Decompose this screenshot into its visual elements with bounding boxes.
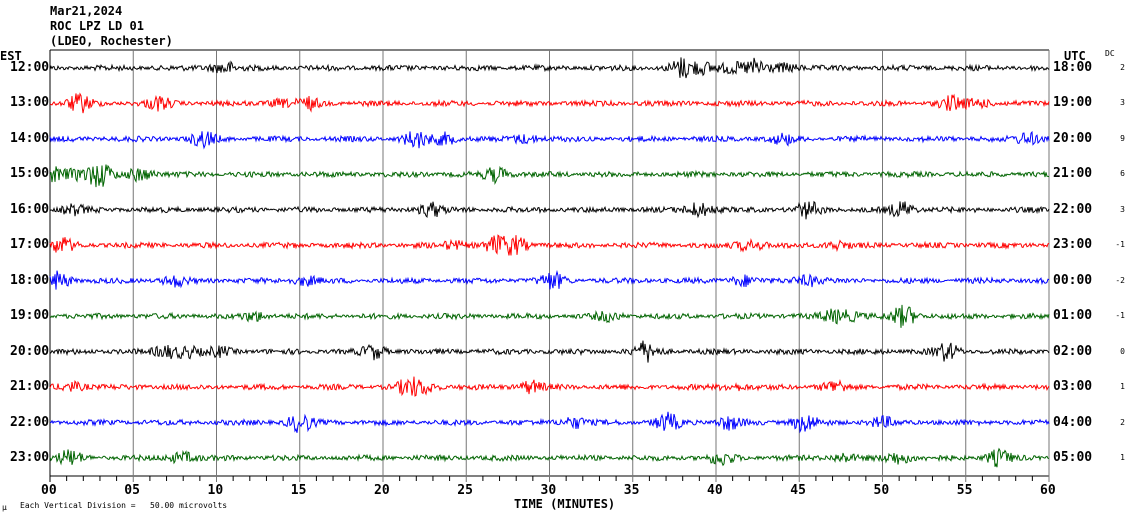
x-axis-label: TIME (MINUTES) [514,497,616,511]
est-row-label: 15:00 [10,166,50,182]
station-label: ROC LPZ LD 01 [50,19,144,33]
dc-offset-value: 0 [1120,346,1125,356]
x-tick-label: 45 [790,483,806,498]
utc-row-label: 19:00 [1053,95,1093,111]
network-label: (LDEO, Rochester) [50,34,173,48]
est-row-label: 17:00 [10,237,50,253]
x-tick-label: 50 [873,483,890,498]
x-tick-label: 15 [290,483,307,498]
date-label: Mar21,2024 [50,4,123,18]
scale-note: Each Vertical Division = 50.00 microvolt… [20,501,228,510]
est-row-label: 21:00 [10,379,50,395]
dc-offset-value: 2 [1120,417,1125,427]
utc-row-label: 22:00 [1053,201,1093,217]
seismic-trace-1200 [49,57,1050,79]
utc-row-label: 03:00 [1053,379,1093,395]
x-tick-label: 35 [623,483,640,498]
x-tick-label: 10 [207,483,224,498]
est-row-label: 19:00 [10,308,50,324]
est-row-label: 16:00 [10,201,50,217]
utc-row-label: 02:00 [1053,343,1093,359]
est-row-label: 20:00 [10,343,50,359]
dc-offset-value: 3 [1120,204,1125,214]
dc-title: DC [1105,49,1115,58]
est-row-label: 22:00 [10,414,50,430]
est-row-label: 12:00 [10,60,50,75]
dc-offset-value: 9 [1120,133,1125,143]
dc-offset-value: 6 [1120,169,1125,179]
utc-row-label: 20:00 [1053,130,1093,146]
est-axis-title: EST [0,49,22,63]
x-tick-label: 25 [457,483,473,498]
dc-offset-value: 3 [1120,98,1125,108]
dc-offset-value: 1 [1120,382,1125,392]
utc-row-label: 18:00 [1053,60,1093,75]
dc-offset-value: -1 [1115,240,1125,250]
est-row-label: 14:00 [10,130,50,146]
seismic-trace-2300 [49,447,1050,468]
utc-axis-title: UTC [1064,49,1086,63]
utc-row-label: 00:00 [1053,272,1093,288]
x-tick-label: 30 [540,483,557,498]
seismic-trace-1700 [49,234,1050,256]
micro-symbol: µ [2,503,7,512]
seismic-trace-1400 [49,130,1050,150]
seismic-trace-1800 [49,269,1050,290]
seismic-trace-2000 [49,340,1050,363]
seismic-trace-1500 [49,164,1050,188]
dc-offset-value: -2 [1115,275,1125,285]
seismic-trace-1600 [49,200,1050,220]
utc-row-label: 01:00 [1053,308,1093,324]
x-tick-label: 20 [374,483,390,498]
seismic-trace-1300 [49,92,1050,114]
dc-offset-value: 1 [1120,452,1125,462]
seismic-trace-2100 [49,376,1050,397]
dc-offset-value: -1 [1115,311,1125,321]
dc-offset-value: 2 [1120,63,1125,72]
est-row-label: 18:00 [10,272,50,288]
est-row-label: 13:00 [10,95,50,111]
utc-row-label: 05:00 [1053,449,1093,465]
utc-row-label: 04:00 [1053,414,1093,430]
seismic-trace-2200 [50,411,1050,434]
x-tick-label: 00 [41,483,57,498]
x-tick-label: 55 [956,483,973,498]
utc-row-label: 21:00 [1053,166,1093,182]
x-tick-label: 05 [124,483,140,498]
est-row-label: 23:00 [10,449,50,465]
seismic-trace-1900 [49,304,1050,328]
x-tick-label: 60 [1040,483,1056,498]
utc-row-label: 23:00 [1053,237,1093,253]
x-tick-label: 40 [707,483,723,498]
